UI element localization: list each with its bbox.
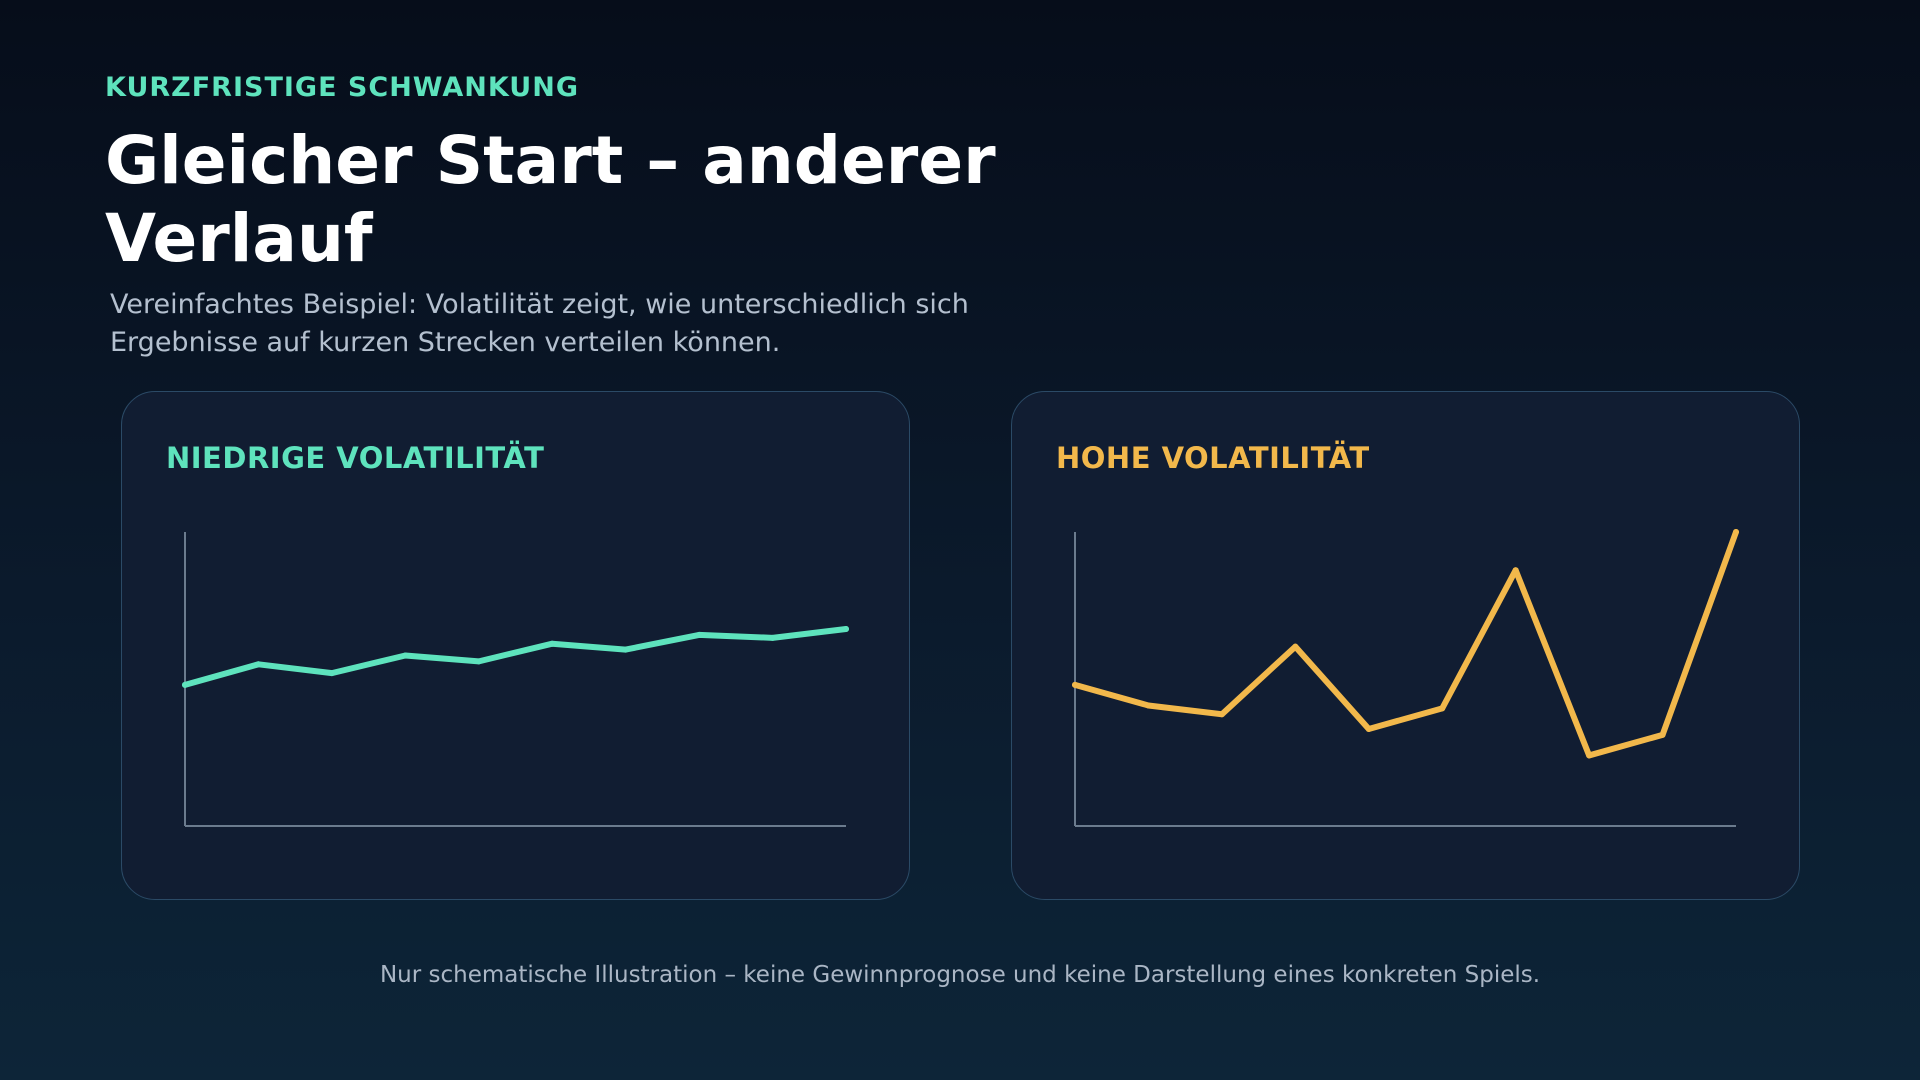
data-point — [475, 658, 482, 665]
data-point — [1439, 705, 1446, 712]
data-point — [696, 631, 703, 638]
data-point — [1218, 711, 1225, 718]
data-point — [1512, 567, 1519, 574]
chart-title-high-volatility: HOHE VOLATILITÄT — [1056, 441, 1370, 475]
data-point — [1733, 529, 1739, 535]
chart-high-volatility — [1072, 529, 1739, 827]
footnote: Nur schematische Illustration – keine Ge… — [379, 962, 1541, 988]
data-point — [843, 626, 849, 633]
data-point — [1365, 725, 1372, 732]
data-point — [1586, 752, 1593, 759]
series-line — [182, 626, 849, 688]
data-point — [549, 640, 556, 647]
chart-title-low-volatility: NIEDRIGE VOLATILITÄT — [166, 441, 545, 475]
data-point — [1292, 643, 1299, 650]
chart-card-high-volatility: HOHE VOLATILITÄT — [1011, 391, 1800, 900]
data-point — [1072, 681, 1078, 688]
page-title: Gleicher Start – anderer Verlauf — [105, 122, 996, 277]
data-point — [182, 681, 188, 688]
data-point — [769, 634, 776, 641]
eyebrow-label: KURZFRISTIGE SCHWANKUNG — [105, 72, 579, 103]
data-point — [622, 646, 629, 653]
data-point — [1659, 731, 1666, 738]
data-point — [328, 670, 335, 677]
data-point — [255, 661, 262, 668]
page-subtitle: Vereinfachtes Beispiel: Volatilität zeig… — [110, 289, 969, 358]
chart-card-low-volatility: NIEDRIGE VOLATILITÄT — [121, 391, 910, 900]
data-point — [402, 652, 409, 659]
chart-low-volatility — [182, 532, 849, 827]
series-line — [1072, 529, 1739, 759]
data-point — [1145, 702, 1152, 709]
